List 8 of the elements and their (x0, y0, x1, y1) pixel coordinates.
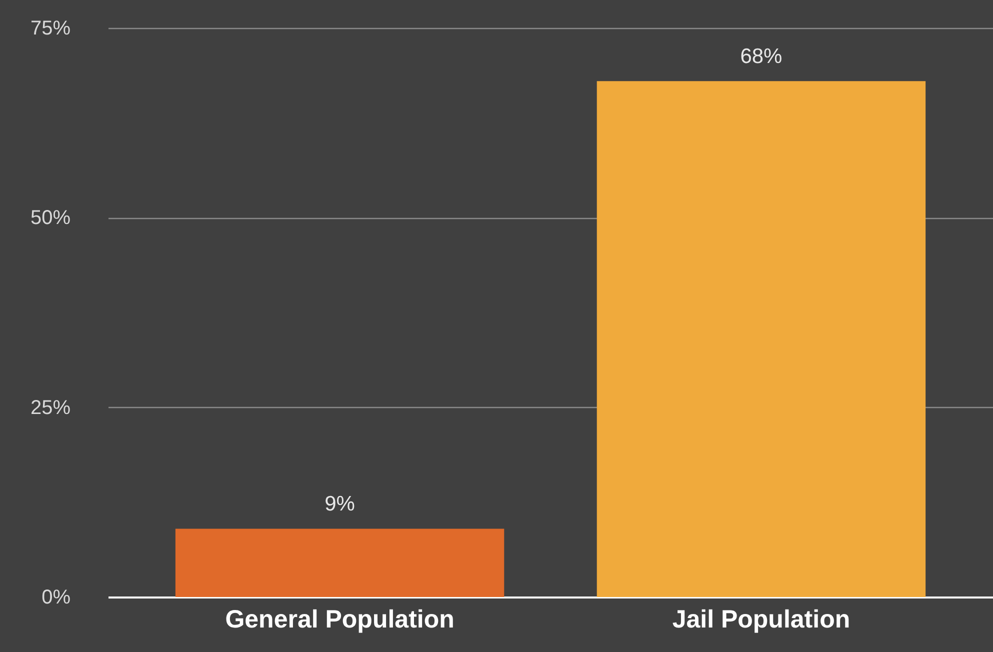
x-tick-label: Jail Population (672, 606, 850, 634)
y-tick-label: 0% (42, 586, 71, 608)
y-tick-label: 50% (30, 207, 71, 230)
y-tick-label: 75% (30, 18, 71, 40)
data-label: 9% (324, 492, 355, 516)
x-tick-label: General Population (225, 606, 454, 634)
y-tick-label: 25% (30, 396, 71, 419)
data-label: 68% (740, 45, 782, 68)
